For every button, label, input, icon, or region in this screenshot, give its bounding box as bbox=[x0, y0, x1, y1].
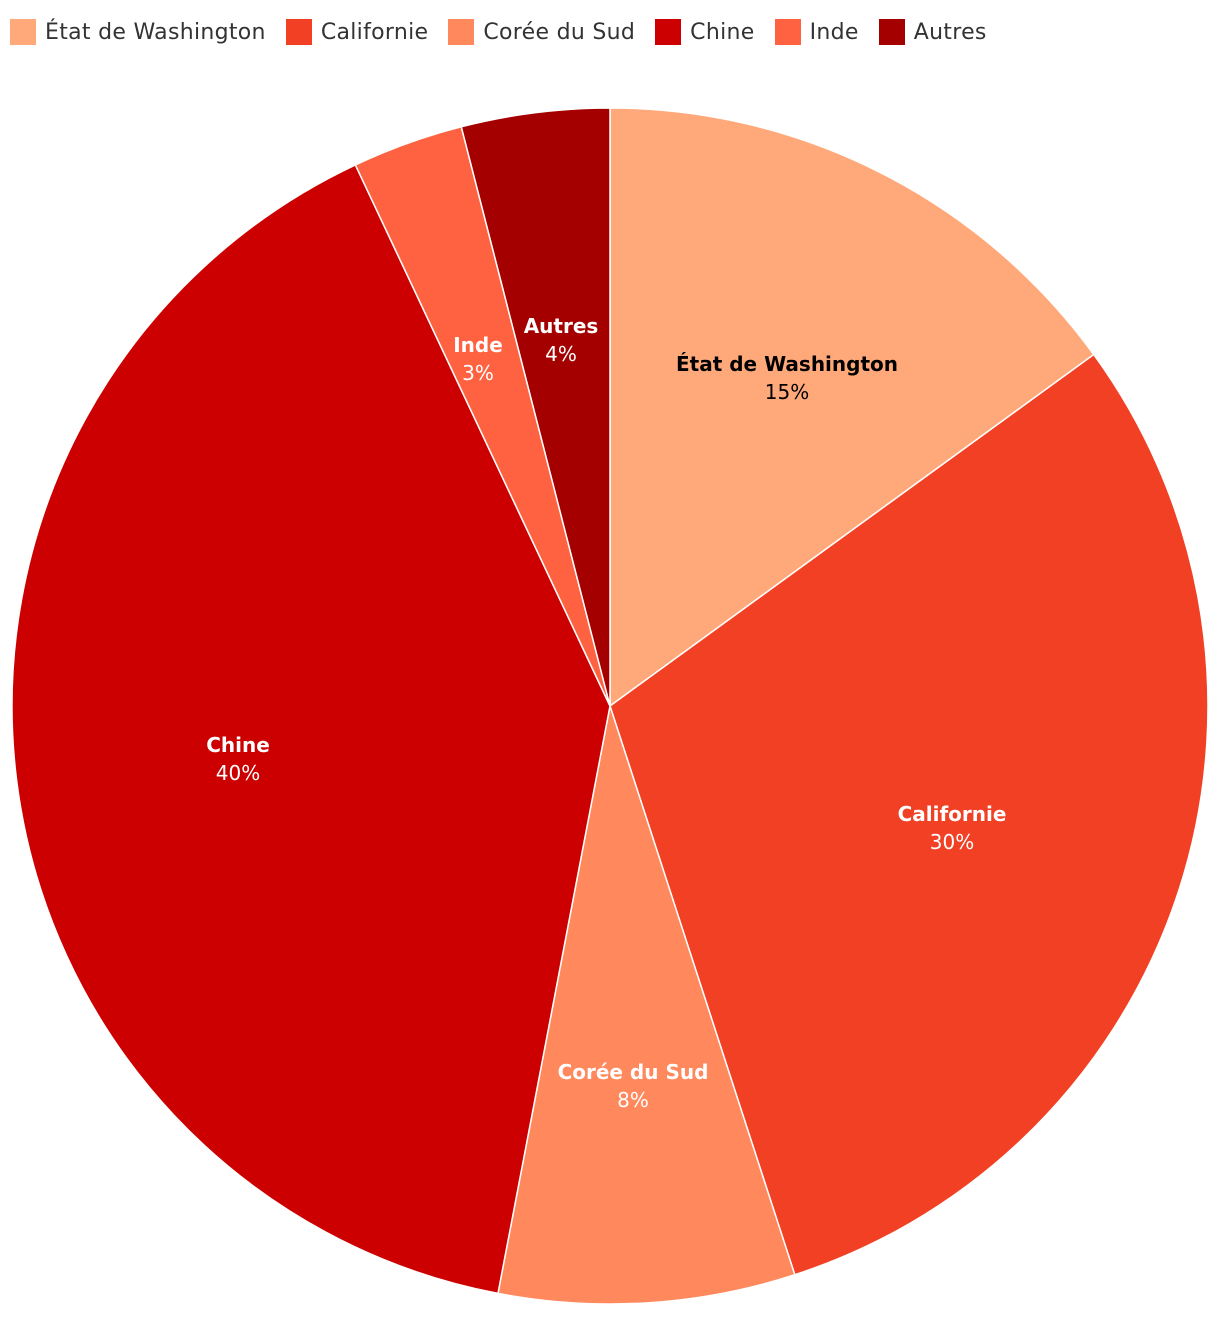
legend-swatch bbox=[655, 19, 682, 45]
slice-label-name: Autres bbox=[524, 314, 599, 338]
pie-slice-1[interactable] bbox=[609, 353, 1209, 1276]
slice-label-name: Corée du Sud bbox=[558, 1060, 709, 1084]
legend-item-inde[interactable]: Inde bbox=[774, 19, 859, 45]
legend-item-californie[interactable]: Californie bbox=[285, 19, 429, 45]
legend-label: Chine bbox=[690, 19, 755, 45]
legend-item-coree-du-sud[interactable]: Corée du Sud bbox=[448, 19, 635, 45]
legend-label: Inde bbox=[809, 19, 859, 45]
legend-label: État de Washington bbox=[45, 19, 266, 45]
pie-slice-3[interactable] bbox=[11, 163, 611, 1295]
legend-label: Autres bbox=[913, 19, 987, 45]
legend-swatch bbox=[448, 19, 475, 45]
pie-slice-0[interactable] bbox=[609, 107, 1095, 708]
slice-label-value: 15% bbox=[765, 380, 809, 404]
slice-label-value: 4% bbox=[545, 342, 577, 366]
legend-swatch bbox=[285, 19, 312, 45]
slice-label-name: Inde bbox=[453, 333, 503, 357]
legend-swatch bbox=[878, 19, 905, 45]
legend-label: Corée du Sud bbox=[483, 19, 636, 45]
legend-item-autres[interactable]: Autres bbox=[878, 19, 987, 45]
pie-slice-5[interactable] bbox=[460, 107, 611, 707]
legend-swatch bbox=[10, 19, 36, 45]
slice-label-value: 3% bbox=[462, 361, 494, 385]
chart-legend: État de Washington Californie Corée du S… bbox=[10, 14, 1007, 50]
slice-label-value: 40% bbox=[216, 761, 260, 785]
legend-label: Californie bbox=[320, 19, 429, 45]
slice-label-name: Chine bbox=[206, 733, 270, 757]
legend-swatch bbox=[774, 19, 801, 45]
slice-label-name: Californie bbox=[898, 802, 1007, 826]
legend-item-chine[interactable]: Chine bbox=[655, 19, 754, 45]
legend-item-etat-de-washington[interactable]: État de Washington bbox=[10, 19, 266, 45]
slice-label-name: État de Washington bbox=[676, 352, 898, 376]
pie-slice-2[interactable] bbox=[497, 705, 796, 1305]
slice-label-value: 30% bbox=[930, 830, 974, 854]
slice-label-value: 8% bbox=[617, 1088, 649, 1112]
